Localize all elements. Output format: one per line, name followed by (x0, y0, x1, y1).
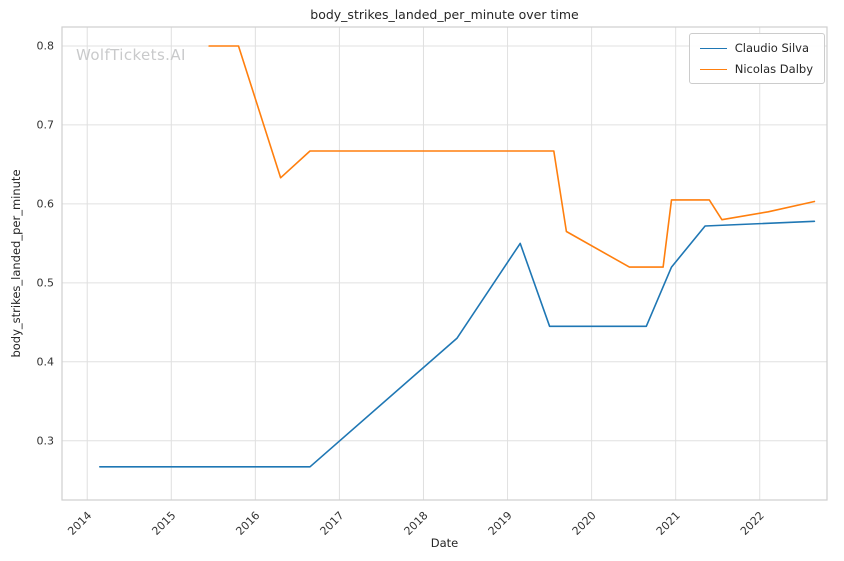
x-tick-label: 2019 (486, 509, 515, 538)
y-tick-label: 0.8 (37, 39, 55, 52)
x-tick-label: 2014 (65, 509, 94, 538)
legend-label: Claudio Silva (734, 41, 810, 55)
series-line-nicolas-dalby (208, 45, 816, 268)
x-tick-label: 2020 (570, 509, 599, 538)
legend: Claudio Silva Nicolas Dalby (688, 33, 825, 84)
x-tick-label: 2022 (738, 509, 767, 538)
legend-item: Nicolas Dalby (699, 62, 813, 76)
y-tick-label: 0.6 (37, 197, 55, 210)
series-line-claudio-silva (99, 220, 816, 468)
x-tick-label: 2017 (318, 509, 347, 538)
legend-label: Nicolas Dalby (734, 62, 813, 76)
x-tick-label: 2018 (402, 509, 431, 538)
y-tick-label: 0.5 (37, 276, 55, 289)
legend-swatch-claudio-silva (699, 47, 727, 49)
chart-title: body_strikes_landed_per_minute over time (310, 7, 579, 22)
x-tick-label: 2015 (149, 509, 178, 538)
x-axis-label: Date (430, 536, 459, 550)
y-tick-label: 0.7 (37, 118, 55, 131)
y-axis-label: body_strikes_landed_per_minute (9, 169, 23, 358)
legend-item: Claudio Silva (699, 41, 813, 55)
watermark: WolfTickets.AI (76, 46, 186, 64)
x-tick-label: 2021 (654, 509, 683, 538)
legend-swatch-nicolas-dalby (699, 68, 727, 70)
y-tick-label: 0.3 (37, 434, 55, 447)
y-tick-label: 0.4 (37, 355, 55, 368)
x-tick-label: 2016 (233, 509, 262, 538)
plot-border (61, 26, 828, 501)
